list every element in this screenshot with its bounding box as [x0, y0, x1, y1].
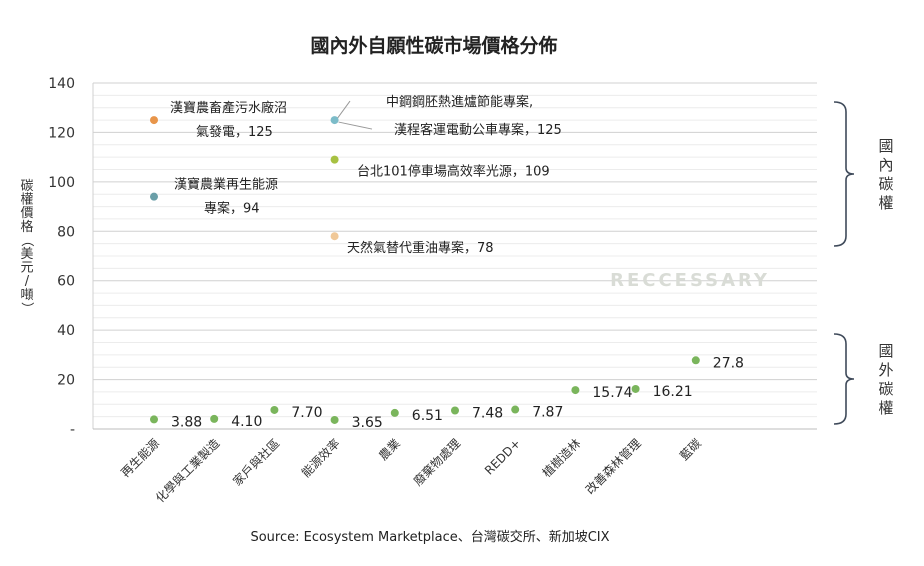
- group-label: 國內碳權: [878, 137, 893, 212]
- domestic-annotation-line: 中鋼鋼胚熱進爐節能專案,: [386, 95, 533, 110]
- x-category-label: REDD+: [482, 436, 523, 477]
- y-axis-label-char: ）: [19, 302, 34, 315]
- y-axis-label-char: 權: [20, 193, 33, 208]
- y-tick-label: 60: [57, 274, 75, 290]
- foreign-data-label: 7.48: [472, 406, 503, 422]
- x-category-label: 農業: [376, 436, 403, 463]
- foreign-data-label: 15.74: [592, 385, 632, 401]
- y-tick-label: 20: [57, 373, 75, 389]
- foreign-data-label: 6.51: [412, 408, 443, 424]
- x-category-label: 家戶與社區: [229, 436, 282, 489]
- foreign-point: [210, 414, 219, 423]
- y-tick-label: 40: [57, 323, 75, 339]
- y-axis-label-char: 格: [20, 219, 33, 235]
- x-category-label: 化學與工業製造: [153, 436, 222, 505]
- domestic-annotation-line: 漢程客運電動公車專案，125: [394, 122, 562, 138]
- domestic-point: [330, 155, 339, 164]
- group-brace: [833, 333, 855, 425]
- foreign-point: [270, 405, 279, 414]
- y-tick-label: 120: [48, 125, 75, 141]
- x-category-label: 能源效率: [298, 436, 343, 481]
- foreign-data-label: 7.70: [291, 405, 322, 421]
- x-category-label: 再生能源: [118, 436, 162, 480]
- y-tick-label: -: [70, 422, 75, 438]
- foreign-data-label: 4.10: [231, 414, 262, 430]
- domestic-annotation-line: 天然氣替代重油專案，78: [347, 240, 494, 256]
- domestic-annotation-line: 漢寶農畜產污水廠沼: [170, 100, 287, 116]
- y-axis-ticks: - 20 40 60 80 100 120 140: [48, 76, 75, 438]
- y-axis-label-char: 元: [20, 261, 33, 276]
- source-note: Source: Ecosystem Marketplace、台灣碳交所、新加坡C…: [250, 529, 609, 545]
- watermark-logo: RECCESSARY: [610, 270, 770, 291]
- foreign-point: [330, 415, 339, 424]
- domestic-point: [150, 192, 158, 201]
- leader-line: [337, 100, 351, 119]
- data-labels: 3.88 4.10 7.70 3.65 6.51 7.48 7.87 15.74 16.21 27…: [170, 95, 744, 431]
- x-category-label: 廢棄物處理: [410, 436, 463, 489]
- foreign-data-label: 16.21: [653, 384, 693, 400]
- foreign-data-label: 3.65: [352, 415, 383, 431]
- foreign-point: [451, 406, 459, 415]
- foreign-data-label: 3.88: [171, 414, 202, 430]
- annotation-leaders: [337, 100, 373, 130]
- domestic-point: [330, 232, 339, 241]
- domestic-annotation-line: 漢寶農業再生能源: [174, 177, 278, 193]
- y-axis-label-char: （: [19, 234, 34, 247]
- y-tick-label: 140: [48, 76, 75, 92]
- gridlines: [92, 82, 817, 430]
- y-axis-label-char: 價: [20, 206, 33, 221]
- domestic-point: [150, 116, 158, 125]
- x-category-label: 植樹造林: [539, 436, 584, 481]
- y-axis-label-char: /: [25, 274, 30, 289]
- foreign-point: [631, 384, 640, 393]
- foreign-point: [691, 356, 700, 365]
- y-tick-label: 100: [48, 175, 75, 191]
- group-brace: [833, 101, 855, 247]
- domestic-annotation-line: 專案，94: [204, 202, 260, 217]
- y-axis-label-char: 碳: [20, 179, 33, 194]
- group-label: 國外碳權: [878, 342, 893, 417]
- x-category-label: 改善森林管理: [582, 436, 644, 498]
- foreign-point: [511, 405, 520, 414]
- y-axis-label-char: 噸: [20, 288, 33, 303]
- x-category-label: 藍碳: [677, 436, 704, 463]
- foreign-point: [150, 415, 158, 424]
- foreign-data-label: 27.8: [713, 355, 744, 371]
- chart-title: 國內外自願性碳市場價格分佈: [310, 34, 557, 57]
- domestic-annotation-line: 氣發電，125: [196, 125, 273, 140]
- foreign-point: [571, 386, 580, 395]
- y-tick-label: 80: [57, 224, 75, 240]
- leader-line: [338, 121, 373, 130]
- foreign-point: [390, 408, 399, 417]
- foreign-data-label: 7.87: [532, 405, 563, 421]
- data-points: [150, 116, 700, 424]
- domestic-point: [330, 116, 339, 125]
- y-axis-label-char: 美: [20, 247, 33, 262]
- domestic-annotation-line: 台北101停車場高效率光源，109: [357, 164, 550, 180]
